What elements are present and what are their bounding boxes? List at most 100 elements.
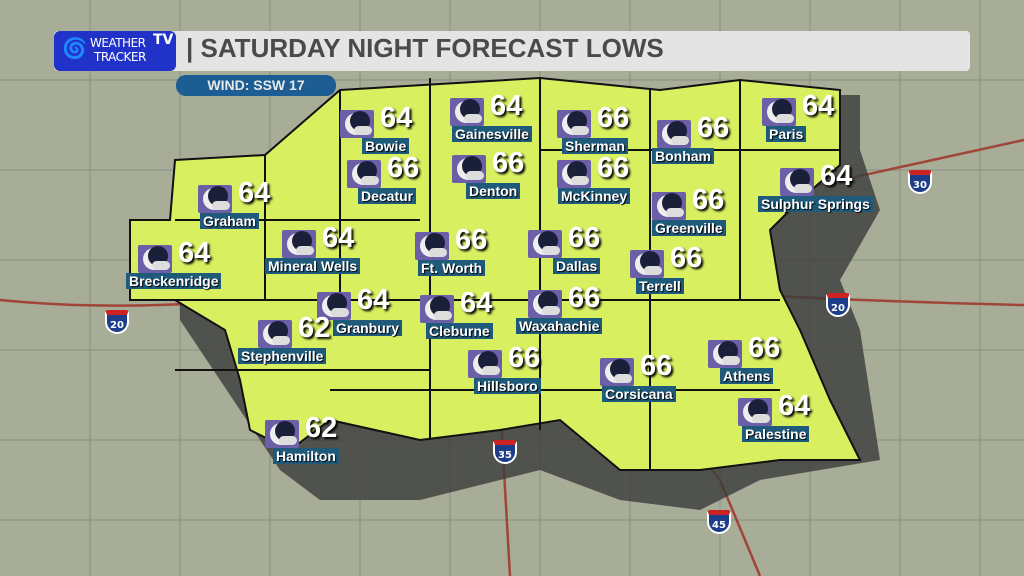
interstate-shield-icon: 30 bbox=[908, 170, 932, 194]
night-partly-cloudy-icon bbox=[282, 230, 316, 258]
city-forecast: 66 Terrell bbox=[630, 242, 760, 310]
city-forecast: 66 Corsicana bbox=[600, 350, 730, 418]
night-partly-cloudy-icon bbox=[468, 350, 502, 378]
interstate-shield-icon: 45 bbox=[707, 510, 731, 534]
temperature: 66 bbox=[597, 152, 630, 184]
city-name: Bonham bbox=[652, 148, 714, 164]
city-forecast: 66 Hillsboro bbox=[468, 342, 598, 410]
city-forecast: 62 Hamilton bbox=[265, 412, 395, 480]
wind-badge: WIND: SSW 17 bbox=[176, 75, 336, 96]
city-forecast: 64 Graham bbox=[198, 177, 328, 245]
night-partly-cloudy-icon bbox=[317, 292, 351, 320]
night-partly-cloudy-icon bbox=[528, 290, 562, 318]
city-forecast: 64 Cleburne bbox=[420, 287, 550, 355]
night-partly-cloudy-icon bbox=[780, 168, 814, 196]
interstate-shield-icon: 35 bbox=[493, 440, 517, 464]
temperature: 66 bbox=[568, 282, 601, 314]
temperature: 66 bbox=[568, 222, 601, 254]
night-partly-cloudy-icon bbox=[652, 192, 686, 220]
temperature: 64 bbox=[820, 160, 853, 192]
city-name: Denton bbox=[466, 183, 521, 199]
interstate-shield-icon: 20 bbox=[826, 293, 850, 317]
night-partly-cloudy-icon bbox=[420, 295, 454, 323]
city-name: Greenville bbox=[652, 220, 726, 236]
city-name: Waxahachie bbox=[516, 318, 603, 334]
city-name: Breckenridge bbox=[126, 273, 222, 289]
night-partly-cloudy-icon bbox=[557, 110, 591, 138]
city-forecast: 66 McKinney bbox=[557, 152, 687, 220]
city-name: Terrell bbox=[636, 278, 684, 294]
city-forecast: 66 Waxahachie bbox=[516, 282, 658, 350]
city-name: Mineral Wells bbox=[265, 258, 361, 274]
city-forecast: 66 Sherman bbox=[557, 102, 687, 170]
forecast-region bbox=[129, 76, 862, 471]
city-name: Sulphur Springs bbox=[758, 196, 873, 212]
city-name: Stephenville bbox=[238, 348, 327, 364]
temperature: 66 bbox=[640, 350, 673, 382]
temperature: 64 bbox=[322, 222, 355, 254]
city-forecast: 66 Greenville bbox=[652, 184, 782, 252]
temperature: 64 bbox=[460, 287, 493, 319]
night-partly-cloudy-icon bbox=[415, 232, 449, 260]
temperature: 62 bbox=[305, 412, 338, 444]
temperature: 64 bbox=[778, 390, 811, 422]
night-partly-cloudy-icon bbox=[657, 120, 691, 148]
temperature: 64 bbox=[380, 102, 413, 134]
temperature: 66 bbox=[387, 152, 420, 184]
logo-text: TRACKER bbox=[94, 50, 146, 64]
city-name: Ft. Worth bbox=[418, 260, 486, 276]
night-partly-cloudy-icon bbox=[347, 160, 381, 188]
city-forecast: 64 Breckenridge bbox=[126, 237, 268, 305]
title-bar bbox=[54, 31, 970, 71]
night-partly-cloudy-icon bbox=[340, 110, 374, 138]
night-partly-cloudy-icon bbox=[450, 98, 484, 126]
city-forecast: 66 Ft. Worth bbox=[415, 224, 545, 292]
night-partly-cloudy-icon bbox=[762, 98, 796, 126]
city-name: Hillsboro bbox=[474, 378, 541, 394]
night-partly-cloudy-icon bbox=[265, 420, 299, 448]
temperature: 64 bbox=[178, 237, 211, 269]
city-name: Athens bbox=[720, 368, 774, 384]
night-partly-cloudy-icon bbox=[557, 160, 591, 188]
city-forecast: 66 Athens bbox=[708, 332, 838, 400]
temperature: 66 bbox=[597, 102, 630, 134]
city-forecast: 66 Decatur bbox=[347, 152, 477, 220]
night-partly-cloudy-icon bbox=[138, 245, 172, 273]
page-title: | SATURDAY NIGHT FORECAST LOWS bbox=[186, 33, 664, 63]
city-name: Hamilton bbox=[273, 448, 339, 464]
logo-text: WEATHER bbox=[90, 36, 146, 50]
night-partly-cloudy-icon bbox=[198, 185, 232, 213]
city-name: Gainesville bbox=[452, 126, 532, 142]
temperature: 64 bbox=[490, 90, 523, 122]
city-name: Paris bbox=[766, 126, 807, 142]
city-name: McKinney bbox=[558, 188, 631, 204]
night-partly-cloudy-icon bbox=[452, 155, 486, 183]
city-forecast: 64 Sulphur Springs bbox=[758, 160, 910, 228]
temperature: 66 bbox=[508, 342, 541, 374]
city-forecast: 66 Dallas bbox=[528, 222, 658, 290]
temperature: 66 bbox=[692, 184, 725, 216]
temperature: 66 bbox=[492, 147, 525, 179]
temperature: 64 bbox=[238, 177, 271, 209]
temperature: 62 bbox=[298, 312, 331, 344]
temperature: 64 bbox=[357, 284, 390, 316]
night-partly-cloudy-icon bbox=[528, 230, 562, 258]
weather-tracker-logo: 🌀 WEATHER TRACKER TV bbox=[54, 31, 176, 71]
city-name: Graham bbox=[200, 213, 259, 229]
city-forecast: 64 Granbury bbox=[317, 284, 447, 352]
city-forecast: 64 Bowie bbox=[340, 102, 470, 170]
interstate-shield-icon: 20 bbox=[105, 310, 129, 334]
city-name: Sherman bbox=[562, 138, 628, 154]
city-forecast: 64 Gainesville bbox=[450, 90, 580, 158]
city-forecast: 64 Palestine bbox=[738, 390, 868, 458]
city-name: Bowie bbox=[362, 138, 410, 154]
city-name: Decatur bbox=[358, 188, 417, 204]
temperature: 64 bbox=[802, 90, 835, 122]
city-forecast: 64 Mineral Wells bbox=[265, 222, 412, 290]
night-partly-cloudy-icon bbox=[738, 398, 772, 426]
city-forecast: 66 Denton bbox=[452, 147, 582, 215]
night-partly-cloudy-icon bbox=[708, 340, 742, 368]
city-name: Palestine bbox=[742, 426, 810, 442]
temperature: 66 bbox=[697, 112, 730, 144]
city-forecast: 66 Bonham bbox=[652, 112, 787, 180]
